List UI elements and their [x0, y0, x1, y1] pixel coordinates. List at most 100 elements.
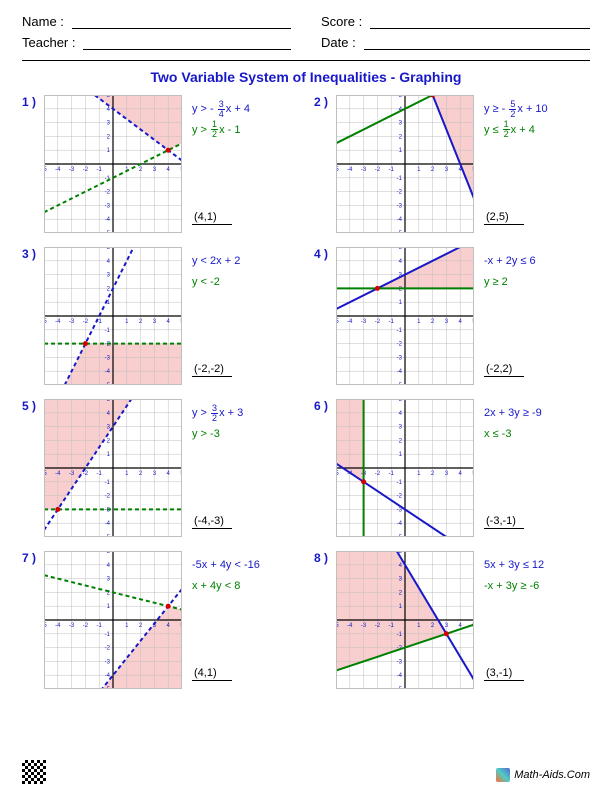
score-blank — [370, 15, 590, 29]
svg-text:2: 2 — [139, 167, 143, 173]
svg-text:-1: -1 — [97, 471, 103, 477]
svg-text:-3: -3 — [105, 507, 111, 513]
svg-text:-1: -1 — [105, 480, 111, 486]
answer: (3,-1) — [484, 667, 524, 681]
svg-text:2: 2 — [107, 134, 111, 140]
inequality-1: -5x + 4y < -16 — [192, 555, 298, 576]
answer: (-3,-1) — [484, 515, 524, 529]
inequality-1: y < 2x + 2 — [192, 251, 298, 272]
svg-text:2: 2 — [139, 471, 143, 477]
inequality-2: -x + 3y ≥ -6 — [484, 576, 590, 597]
problem-6: 6 ) -5-4-3-2-112345-5-4-3-2-112345 2x + … — [314, 399, 590, 537]
svg-text:-2: -2 — [397, 342, 403, 348]
answer: (4,1) — [192, 667, 232, 681]
svg-text:-2: -2 — [375, 319, 381, 325]
answer: (-2,2) — [484, 363, 524, 377]
svg-text:-4: -4 — [55, 167, 61, 173]
problem-side: -x + 2y ≤ 6 y ≥ 2 (-2,2) — [480, 247, 590, 385]
chart: -5-4-3-2-112345-5-4-3-2-112345 — [336, 399, 474, 537]
problem-1: 1 ) -5-4-3-2-112345-5-4-3-2-112345 y > -… — [22, 95, 298, 233]
problem-number: 2 ) — [314, 95, 330, 233]
problem-side: -5x + 4y < -16 x + 4y < 8 (4,1) — [188, 551, 298, 689]
svg-text:1: 1 — [107, 452, 111, 458]
svg-text:4: 4 — [167, 319, 171, 325]
svg-text:-3: -3 — [361, 167, 367, 173]
svg-text:-4: -4 — [347, 319, 353, 325]
svg-text:-4: -4 — [105, 521, 111, 527]
svg-text:-4: -4 — [347, 167, 353, 173]
svg-text:1: 1 — [417, 471, 421, 477]
inequality-2: x + 4y < 8 — [192, 576, 298, 597]
chart: -5-4-3-2-112345-5-4-3-2-112345 — [44, 551, 182, 689]
problem-number: 1 ) — [22, 95, 38, 233]
inequality-2: y > -3 — [192, 424, 298, 445]
svg-text:3: 3 — [399, 425, 403, 431]
worksheet-header: Name : Teacher : Score : Date : — [22, 14, 590, 56]
svg-text:1: 1 — [417, 167, 421, 173]
footer: Math-Aids.Com — [496, 768, 590, 782]
svg-text:-4: -4 — [55, 319, 61, 325]
problem-4: 4 ) -5-4-3-2-112345-5-4-3-2-112345 -x + … — [314, 247, 590, 385]
svg-text:-1: -1 — [389, 623, 395, 629]
svg-text:2: 2 — [431, 471, 435, 477]
svg-text:-2: -2 — [105, 646, 111, 652]
inequality-2: y ≥ 2 — [484, 272, 590, 293]
svg-text:1: 1 — [125, 319, 129, 325]
svg-text:3: 3 — [445, 319, 449, 325]
svg-text:-3: -3 — [397, 203, 403, 209]
svg-text:4: 4 — [399, 411, 403, 417]
svg-text:3: 3 — [445, 471, 449, 477]
svg-text:-3: -3 — [105, 659, 111, 665]
svg-text:-2: -2 — [83, 319, 89, 325]
svg-text:3: 3 — [107, 273, 111, 279]
svg-text:3: 3 — [153, 471, 157, 477]
answer: (-4,-3) — [192, 515, 232, 529]
problem-8: 8 ) -5-4-3-2-112345-5-4-3-2-112345 5x + … — [314, 551, 590, 689]
svg-text:2: 2 — [107, 286, 111, 292]
logo-icon — [496, 768, 510, 782]
svg-text:-2: -2 — [105, 190, 111, 196]
inequality-1: 2x + 3y ≥ -9 — [484, 403, 590, 424]
worksheet-title: Two Variable System of Inequalities - Gr… — [22, 69, 590, 85]
svg-text:4: 4 — [459, 471, 463, 477]
problem-number: 3 ) — [22, 247, 38, 385]
svg-text:-4: -4 — [397, 521, 403, 527]
answer: (4,1) — [192, 211, 232, 225]
inequality-1: -x + 2y ≤ 6 — [484, 251, 590, 272]
svg-text:4: 4 — [107, 107, 111, 113]
svg-text:-1: -1 — [397, 176, 403, 182]
footer-text: Math-Aids.Com — [514, 769, 590, 781]
svg-text:2: 2 — [399, 134, 403, 140]
svg-text:3: 3 — [445, 167, 449, 173]
svg-text:-3: -3 — [69, 623, 75, 629]
svg-text:-2: -2 — [105, 494, 111, 500]
answer: (2,5) — [484, 211, 524, 225]
problem-7: 7 ) -5-4-3-2-112345-5-4-3-2-112345 -5x +… — [22, 551, 298, 689]
svg-text:-2: -2 — [105, 342, 111, 348]
svg-text:3: 3 — [153, 319, 157, 325]
chart: -5-4-3-2-112345-5-4-3-2-112345 — [44, 399, 182, 537]
inequality-2: y > 12x - 1 — [192, 120, 298, 141]
svg-text:-4: -4 — [397, 369, 403, 375]
svg-text:-1: -1 — [389, 167, 395, 173]
svg-text:-4: -4 — [105, 369, 111, 375]
header-rule — [22, 60, 590, 61]
chart: -5-4-3-2-112345-5-4-3-2-112345 — [336, 95, 474, 233]
svg-text:-3: -3 — [69, 471, 75, 477]
svg-text:-1: -1 — [397, 480, 403, 486]
svg-text:-2: -2 — [375, 623, 381, 629]
svg-text:4: 4 — [107, 259, 111, 265]
problem-number: 4 ) — [314, 247, 330, 385]
inequality-1: y > - 34x + 4 — [192, 99, 298, 120]
svg-text:-3: -3 — [397, 355, 403, 361]
svg-text:1: 1 — [417, 319, 421, 325]
svg-text:-4: -4 — [55, 623, 61, 629]
svg-text:-4: -4 — [105, 217, 111, 223]
teacher-blank — [83, 36, 291, 50]
problem-number: 6 ) — [314, 399, 330, 537]
svg-text:-2: -2 — [375, 167, 381, 173]
svg-text:2: 2 — [107, 438, 111, 444]
svg-text:-4: -4 — [397, 673, 403, 679]
svg-text:2: 2 — [139, 319, 143, 325]
svg-text:1: 1 — [399, 300, 403, 306]
